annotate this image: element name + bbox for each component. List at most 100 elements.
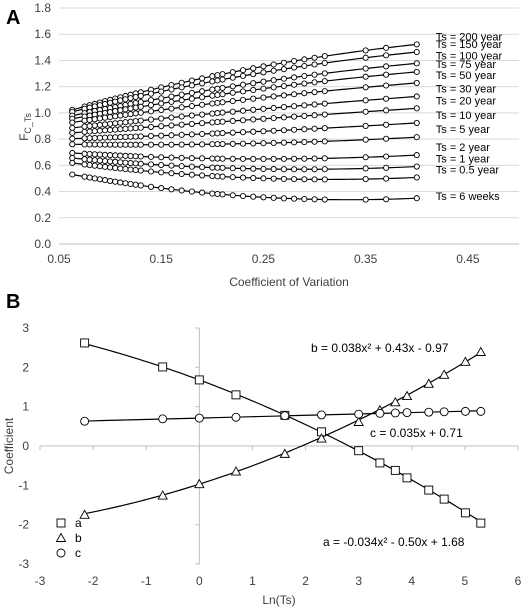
legend-marker-c [56, 548, 66, 558]
panel-a-point [239, 96, 247, 103]
panel-b-point-a [439, 494, 449, 504]
panel-a-point [383, 71, 390, 78]
panel-b-point-c [80, 416, 90, 426]
panel-a-point [301, 62, 308, 70]
panel-a-point [229, 98, 236, 105]
panel-a-point [260, 63, 267, 70]
panel-a-point [383, 52, 390, 59]
panel-a-series-label: Ts = 30 year [436, 83, 497, 95]
panel-a-point [301, 80, 308, 87]
panel-a-point [250, 86, 257, 94]
panel-a-point [86, 122, 93, 130]
panel-a-point [147, 102, 155, 109]
panel-a-y-tick-label: 1.0 [34, 106, 51, 120]
panel-a-point [137, 124, 144, 131]
panel-a-point [112, 134, 119, 141]
panel-a-point [301, 112, 308, 119]
panel-a-point [147, 116, 155, 123]
panel-a-point [362, 136, 369, 143]
panel-a-point [229, 155, 236, 162]
panel-a-point [260, 140, 267, 147]
panel-a-point [280, 139, 287, 146]
panel-a-point [96, 141, 103, 148]
panel-a-point [132, 167, 139, 174]
panel-a-point [362, 65, 369, 72]
panel-a-point [69, 149, 76, 157]
panel-b-point-c [375, 408, 385, 418]
panel-a-point [260, 105, 267, 112]
panel-a-point [112, 126, 119, 133]
panel-a-point [270, 115, 277, 122]
panel-a-point [250, 165, 257, 172]
panel-a-point [117, 126, 124, 133]
panel-a-point [219, 71, 226, 78]
panel-a-point [413, 93, 420, 100]
panel-a-y-axis-title: FC_Ts [17, 113, 33, 141]
panel-a-point [229, 69, 236, 76]
panel-a-point [112, 120, 119, 127]
panel-a-point [260, 69, 267, 76]
panel-a-point [413, 41, 420, 48]
panel-a-point [413, 163, 420, 170]
panel-a-point [158, 100, 165, 107]
panel-a-point [260, 78, 267, 85]
panel-a-point [229, 83, 236, 90]
panel-a-point [188, 95, 195, 102]
panel-a-point [250, 128, 257, 135]
panel-a-point [219, 140, 226, 148]
panel-a-point [147, 108, 155, 115]
panel-a-point [117, 107, 124, 114]
panel-a-point [122, 141, 129, 148]
panel-a-point [132, 104, 139, 111]
panel-a-label: A [6, 7, 20, 29]
panel-a-point [301, 102, 308, 109]
panel-a-x-tick-label: 0.25 [252, 252, 276, 266]
panel-a-point [291, 155, 298, 162]
panel-a-point [270, 139, 277, 146]
panel-a-point [107, 99, 114, 106]
panel-a-point [101, 157, 109, 165]
panel-a-point [199, 141, 206, 148]
panel-a-point [214, 190, 221, 198]
panel-a-point [199, 130, 206, 138]
panel-a-point [122, 133, 129, 140]
panel-a-point [362, 47, 369, 54]
panel-a-point [127, 133, 134, 140]
panel-a-point [91, 162, 98, 169]
panel-a-point [86, 162, 93, 169]
panel-a-point [291, 74, 298, 81]
panel-a-point [280, 75, 287, 82]
panel-a-point [158, 123, 165, 130]
panel-b-point-b [279, 448, 291, 458]
panel-a-point [321, 100, 328, 107]
panel-a-point [178, 163, 185, 170]
panel-b-point-c [402, 408, 412, 418]
panel-a-point [199, 94, 206, 101]
panel-a-series-label: Ts = 2 year [436, 142, 490, 154]
panel-a-y-tick-label: 0.0 [34, 237, 51, 251]
panel-a-y-tick-label: 0.6 [34, 158, 51, 172]
panel-a-point [311, 71, 318, 78]
panel-a-point [291, 176, 298, 183]
panel-a-point [199, 101, 206, 108]
legend-marker-a [56, 518, 66, 528]
panel-a-point [199, 111, 206, 118]
panel-a-point [107, 113, 114, 121]
panel-a-x-tick-label: 0.15 [150, 252, 174, 266]
panel-a-point [209, 86, 216, 93]
panel-a-point [413, 119, 420, 126]
panel-a-point [112, 141, 119, 148]
panel-a-point [383, 63, 390, 70]
panel-a-point [101, 151, 109, 158]
panel-a-point [270, 77, 277, 84]
panel-a-point [301, 56, 308, 63]
panel-a-point [91, 175, 98, 182]
panel-a-point [311, 54, 318, 61]
panel-a-point [209, 110, 216, 117]
panel-a-point [311, 155, 318, 162]
panel-a-point [311, 138, 318, 145]
panel-a-point [219, 118, 226, 125]
panel-a-point [229, 165, 236, 172]
panel-a-point [362, 122, 369, 129]
